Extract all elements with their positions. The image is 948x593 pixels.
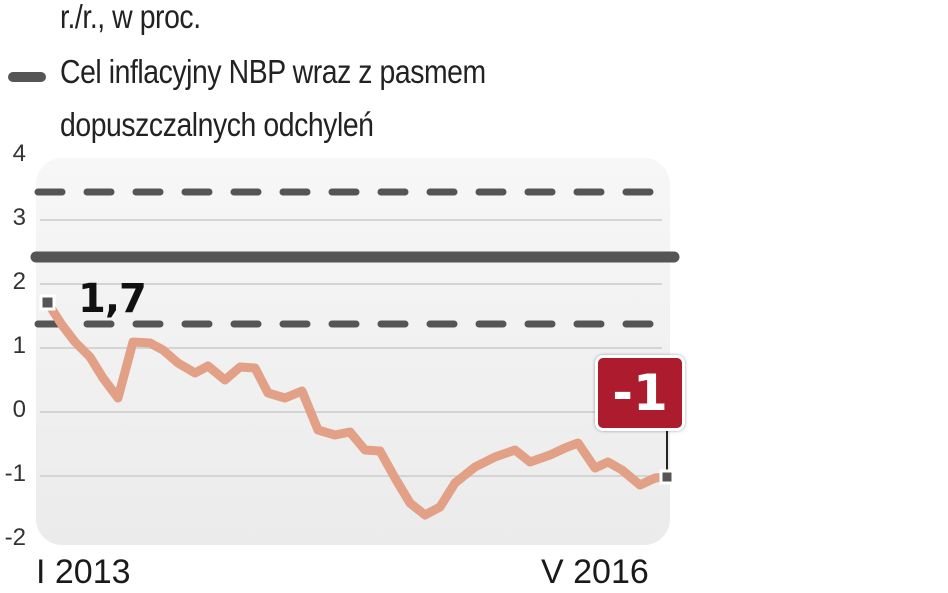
legend-target-swatch-icon [8, 72, 46, 82]
y-tick-3: 3 [12, 204, 26, 231]
x-label-start: I 2013 [36, 553, 131, 591]
y-tick-minus2: -2 [4, 524, 26, 551]
x-label-end: V 2016 [541, 553, 649, 591]
y-tick-minus1: -1 [4, 460, 26, 487]
y-tick-4: 4 [12, 140, 26, 167]
legend-unit-label: r./r., w proc. [60, 0, 201, 35]
y-tick-2: 2 [12, 268, 26, 295]
series-line [43, 298, 673, 520]
end-point-marker [659, 469, 675, 485]
y-tick-1: 1 [12, 332, 26, 359]
start-value-label: 1,7 [78, 276, 147, 322]
legend-target-label-line1: Cel inflacyjny NBP wraz z pasmem [60, 53, 486, 90]
y-tick-0: 0 [12, 396, 26, 423]
gridlines [40, 219, 662, 477]
start-point-marker [39, 294, 56, 311]
end-value-callout: -1 [595, 355, 685, 431]
legend-target-label-line2: dopuszczalnych odchyleń [60, 106, 374, 143]
